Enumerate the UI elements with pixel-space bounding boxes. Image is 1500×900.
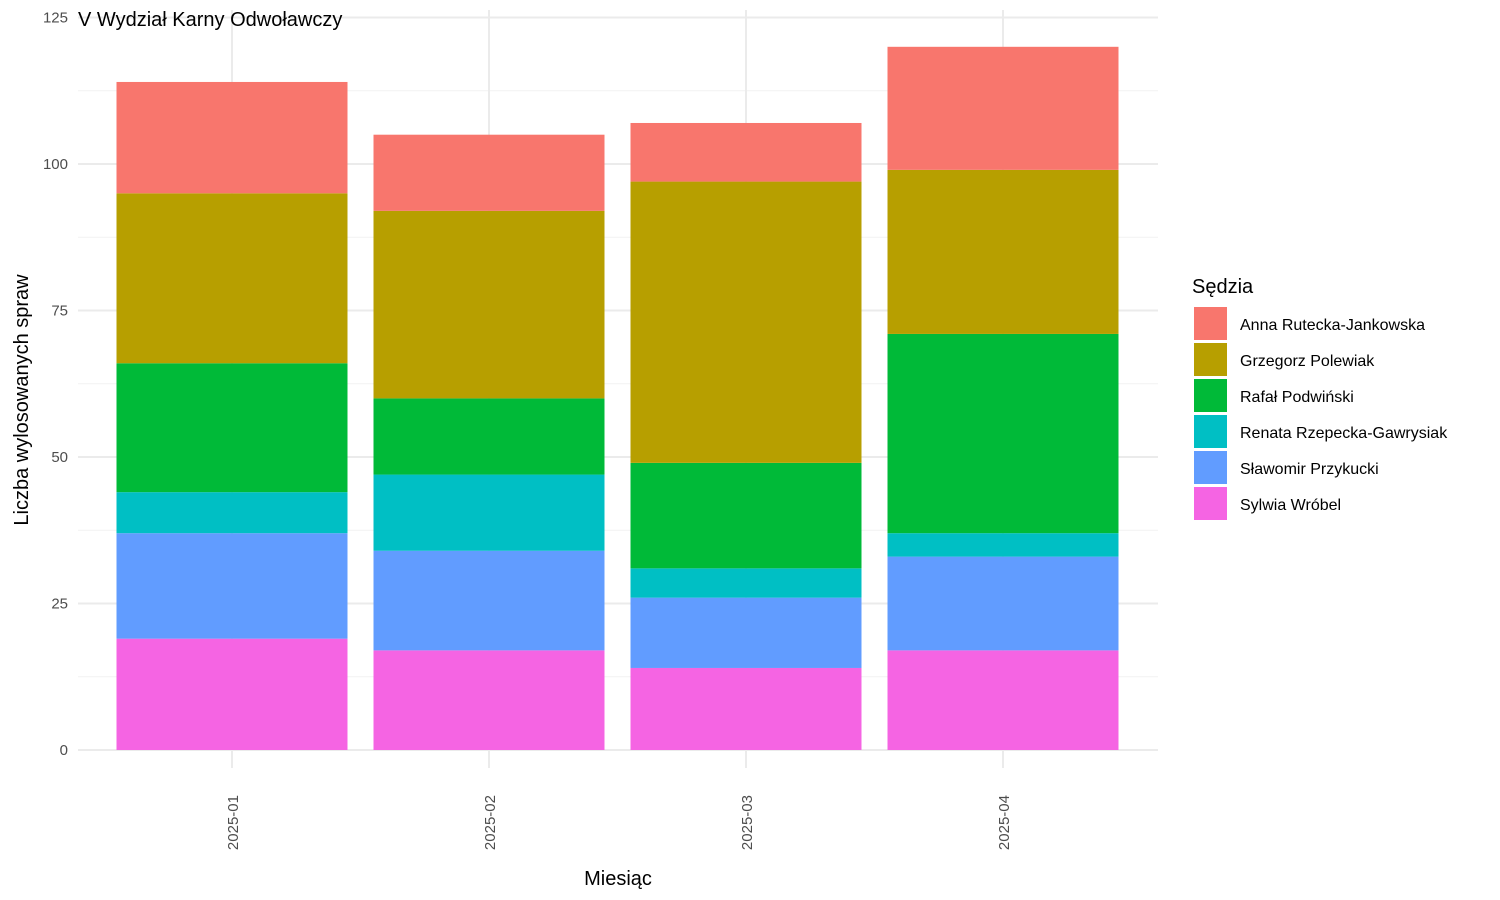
legend-key [1194, 343, 1227, 376]
y-tick-label: 25 [51, 596, 68, 613]
legend: Sędzia Anna Rutecka-Jankowska Grzegorz Po… [1192, 276, 1448, 520]
bar-segment [630, 597, 862, 668]
bar-segment [630, 568, 862, 598]
bar-segment [116, 533, 348, 639]
bar-segment [373, 134, 605, 211]
y-tick-label: 125 [43, 10, 68, 27]
legend-key [1194, 487, 1227, 520]
x-tick-label: 2025-02 [482, 795, 499, 850]
legend-label: Renata Rzepecka-Gawrysiak [1240, 425, 1448, 442]
legend-key [1194, 451, 1227, 484]
x-axis-ticks: 2025-01 2025-02 2025-03 2025-04 [225, 795, 1013, 850]
bar-segment [373, 398, 605, 475]
y-tick-label: 0 [60, 742, 68, 759]
bar-segment [116, 363, 348, 493]
y-tick-label: 75 [51, 303, 68, 320]
y-axis-title: Liczba wylosowanych spraw [11, 274, 33, 526]
bar-segment [887, 650, 1119, 750]
legend-label: Rafał Podwiński [1240, 389, 1354, 406]
y-tick-label: 100 [43, 156, 68, 173]
bar-segment [887, 333, 1119, 534]
y-axis-ticks: 0 25 50 75 100 125 [43, 10, 68, 760]
bar-segment [630, 181, 862, 463]
y-tick-label: 50 [51, 449, 68, 466]
bar-segment [887, 556, 1119, 651]
legend-key [1194, 379, 1227, 412]
legend-label: Sylwia Wróbel [1240, 497, 1341, 514]
bars [116, 46, 1119, 750]
bar-segment [373, 210, 605, 399]
bar-segment [373, 474, 605, 551]
legend-key [1194, 307, 1227, 340]
bar-segment [373, 650, 605, 750]
bar-segment [116, 638, 348, 750]
legend-label: Grzegorz Polewiak [1240, 353, 1375, 370]
x-tick-label: 2025-04 [996, 795, 1013, 850]
legend-title: Sędzia [1192, 276, 1254, 298]
chart-title: V Wydział Karny Odwoławczy [78, 9, 342, 31]
legend-label: Anna Rutecka-Jankowska [1240, 317, 1425, 334]
bar-segment [887, 533, 1119, 557]
legend-key [1194, 415, 1227, 448]
bar-segment [116, 81, 348, 194]
bar-segment [887, 46, 1119, 170]
legend-label: Sławomir Przykucki [1240, 461, 1379, 478]
bar-segment [116, 193, 348, 364]
bar-segment [630, 667, 862, 750]
x-tick-label: 2025-03 [739, 795, 756, 850]
bar-segment [887, 169, 1119, 334]
bar-segment [116, 492, 348, 534]
x-axis-title: Miesiąc [584, 868, 652, 890]
bar-segment [630, 462, 862, 569]
x-tick-label: 2025-01 [225, 795, 242, 850]
bar-segment [630, 122, 862, 182]
bar-segment [373, 550, 605, 651]
